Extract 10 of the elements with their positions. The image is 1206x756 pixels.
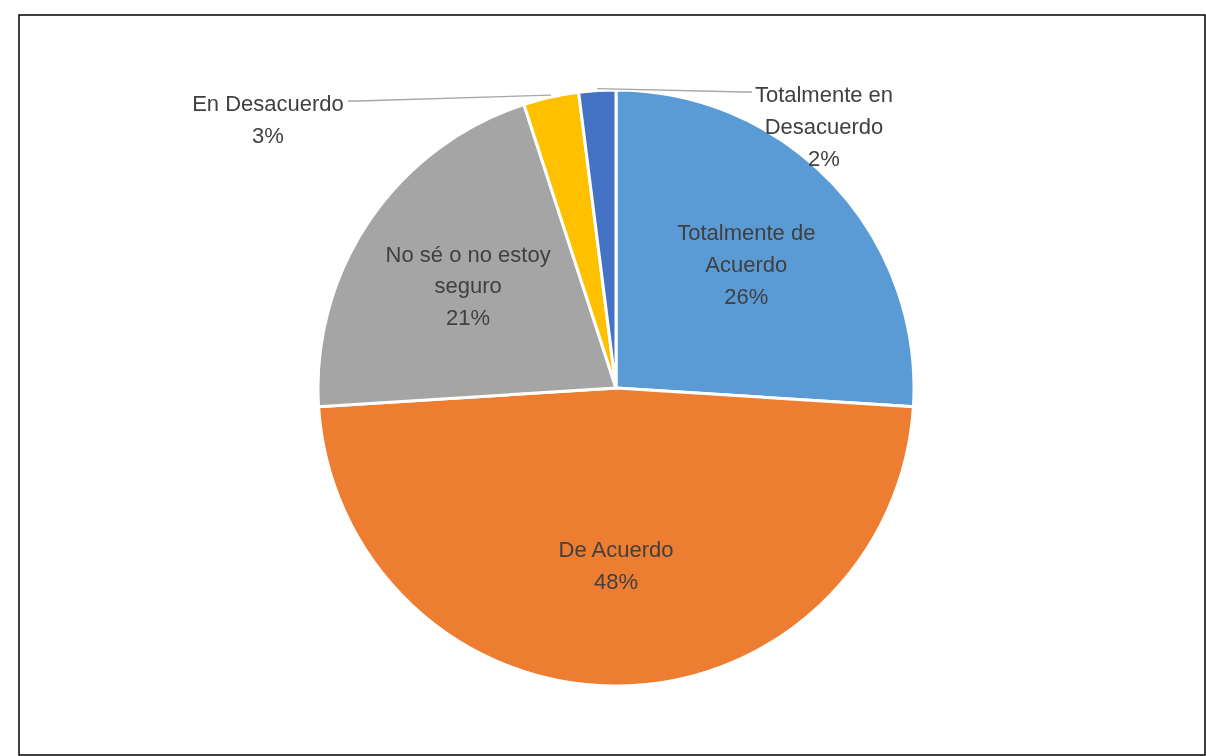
data-label: 48%	[593, 568, 639, 594]
slice-label: De Acuerdo	[558, 536, 674, 562]
data-label: 26%	[724, 283, 769, 309]
slice-label: Totalmente en Desacuerdo	[754, 81, 894, 139]
slice-label: Totalmente de Acuerdo	[677, 219, 816, 277]
slice-label: No sé o no estoy seguro	[385, 241, 551, 299]
data-label: 21%	[446, 305, 491, 331]
slice-label: En Desacuerdo	[192, 90, 344, 116]
data-label: 2%	[808, 145, 840, 171]
data-label: 3%	[252, 122, 284, 148]
